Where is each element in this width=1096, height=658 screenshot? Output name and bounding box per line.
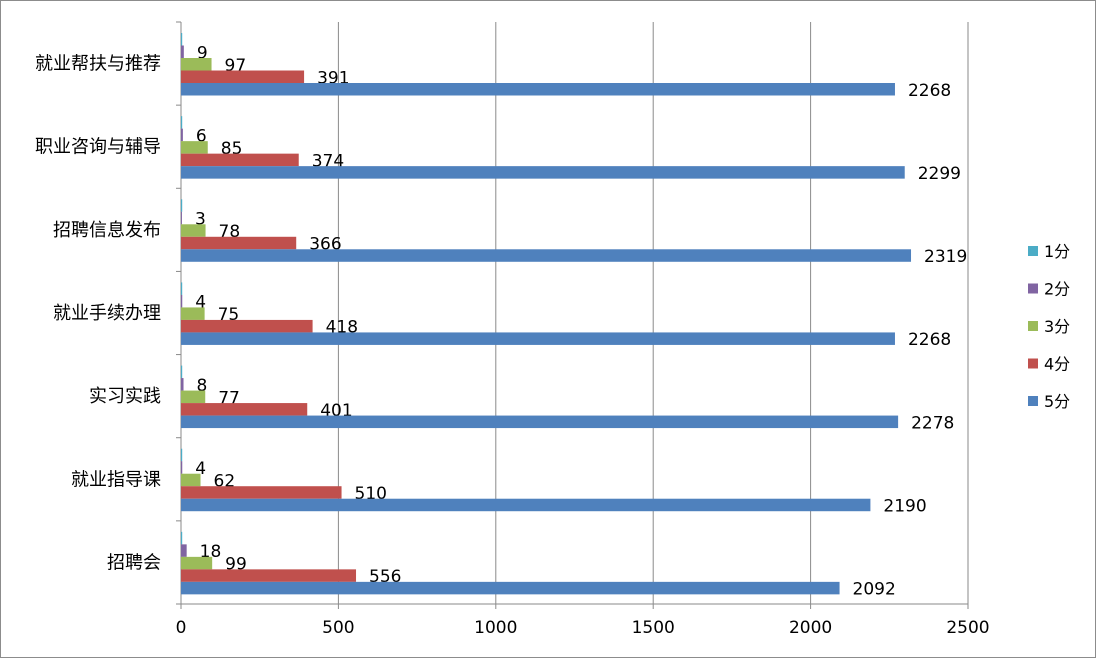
x-tick-label: 1000 bbox=[474, 618, 517, 638]
bar-5分-5 bbox=[181, 498, 871, 512]
bar-4分-5 bbox=[181, 486, 342, 499]
data-label: 2278 bbox=[911, 413, 954, 433]
legend-swatch-4分 bbox=[1028, 358, 1038, 369]
bar-1分-2 bbox=[181, 199, 183, 212]
bar-5分-0 bbox=[181, 83, 895, 96]
category-label: 就业手续办理 bbox=[53, 303, 161, 324]
bar-3分-4 bbox=[181, 390, 206, 404]
bar-5分-6 bbox=[181, 581, 840, 595]
bar-3分-2 bbox=[181, 224, 206, 237]
data-label: 4 bbox=[195, 293, 206, 313]
bar-3分-6 bbox=[181, 556, 213, 570]
bar-4分-1 bbox=[181, 153, 299, 167]
data-label: 2319 bbox=[924, 247, 967, 267]
data-label: 3 bbox=[195, 210, 206, 230]
legend-label: 5分 bbox=[1044, 392, 1070, 411]
data-label: 2268 bbox=[908, 81, 951, 101]
bar-3分-1 bbox=[181, 141, 208, 154]
legend-swatch-5分 bbox=[1028, 396, 1038, 406]
data-label: 2190 bbox=[883, 496, 926, 516]
bar-1分-0 bbox=[181, 33, 183, 46]
bar-3分-3 bbox=[181, 307, 205, 320]
category-label: 就业帮扶与推荐 bbox=[35, 54, 161, 75]
bar-2分-4 bbox=[181, 378, 184, 391]
bar-3分-0 bbox=[181, 58, 212, 71]
legend-label: 2分 bbox=[1044, 280, 1070, 299]
legend-swatch-3分 bbox=[1028, 321, 1038, 331]
bar-3分-5 bbox=[181, 473, 201, 487]
data-label: 2299 bbox=[918, 164, 961, 184]
bar-2分-6 bbox=[181, 544, 187, 557]
category-label: 招聘信息发布 bbox=[53, 220, 161, 241]
legend-label: 4分 bbox=[1044, 355, 1070, 374]
x-tick-label: 1500 bbox=[632, 618, 675, 638]
legend-swatch-1分 bbox=[1028, 246, 1038, 256]
x-tick-label: 2000 bbox=[789, 618, 832, 638]
bar-5分-1 bbox=[181, 166, 905, 179]
bar-5分-3 bbox=[181, 332, 895, 345]
bar-2分-3 bbox=[181, 294, 183, 308]
bar-1分-3 bbox=[181, 282, 183, 295]
bar-5分-4 bbox=[181, 415, 899, 429]
bar-1分-6 bbox=[181, 531, 183, 545]
bar-4分-2 bbox=[181, 236, 297, 250]
bar-1分-4 bbox=[181, 365, 183, 379]
bar-1分-1 bbox=[181, 116, 183, 129]
bar-2分-2 bbox=[181, 211, 182, 225]
category-label: 就业指导课 bbox=[71, 469, 161, 490]
bar-1分-5 bbox=[181, 448, 183, 462]
category-label: 职业咨询与辅导 bbox=[35, 137, 161, 158]
legend-label: 3分 bbox=[1044, 317, 1070, 336]
bar-4分-4 bbox=[181, 403, 308, 416]
category-label: 实习实践 bbox=[89, 386, 161, 407]
data-label: 9 bbox=[197, 43, 208, 63]
data-label: 2092 bbox=[853, 580, 896, 600]
bar-4分-0 bbox=[181, 70, 305, 83]
category-label: 招聘会 bbox=[107, 552, 161, 573]
x-tick-label: 2500 bbox=[946, 618, 989, 638]
data-label: 8 bbox=[197, 376, 208, 396]
bar-2分-0 bbox=[181, 45, 184, 58]
bar-5分-2 bbox=[181, 249, 912, 262]
legend-label: 1分 bbox=[1044, 242, 1070, 261]
bar-4分-6 bbox=[181, 569, 357, 582]
legend-swatch-2分 bbox=[1028, 283, 1038, 294]
bar-2分-5 bbox=[181, 461, 183, 474]
bar-2分-1 bbox=[181, 128, 183, 142]
x-tick-label: 500 bbox=[322, 618, 354, 638]
bar-4分-3 bbox=[181, 319, 313, 333]
data-label: 2268 bbox=[908, 330, 951, 350]
data-label: 4 bbox=[195, 459, 206, 479]
x-tick-label: 0 bbox=[176, 618, 187, 638]
data-label: 6 bbox=[196, 126, 207, 146]
